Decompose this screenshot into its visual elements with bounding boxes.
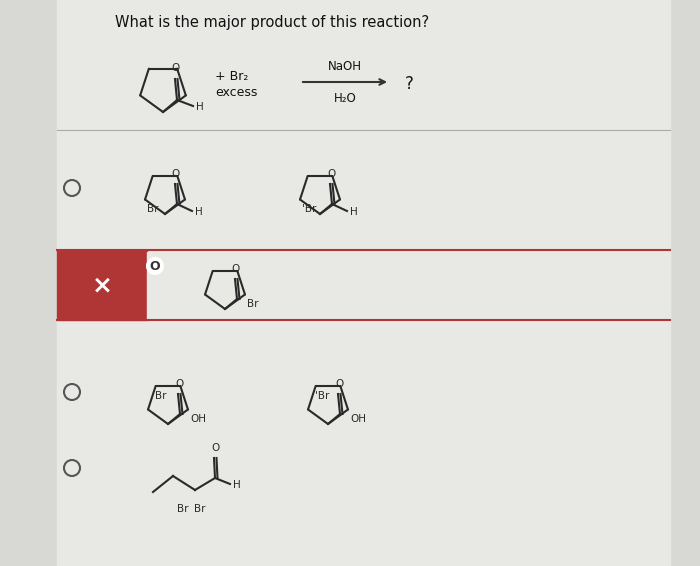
Text: 'Br: 'Br <box>315 391 329 401</box>
Circle shape <box>147 258 163 274</box>
Text: O: O <box>172 63 180 73</box>
Text: H: H <box>233 480 241 490</box>
Bar <box>147 251 670 319</box>
Text: Br: Br <box>155 391 166 401</box>
Text: O: O <box>175 379 183 389</box>
Text: O: O <box>172 169 180 179</box>
Text: O: O <box>232 264 240 274</box>
Text: Br: Br <box>177 504 189 514</box>
Text: Br: Br <box>247 299 258 309</box>
Text: ?: ? <box>405 75 414 93</box>
Text: O: O <box>150 259 160 272</box>
Text: Br: Br <box>147 204 158 215</box>
Text: OH: OH <box>190 414 206 424</box>
Text: H: H <box>195 207 203 217</box>
Bar <box>57 250 147 320</box>
Text: O: O <box>211 443 219 453</box>
Bar <box>57 0 670 566</box>
Text: O: O <box>335 379 343 389</box>
Text: H: H <box>196 102 204 112</box>
Text: H₂O: H₂O <box>334 92 356 105</box>
Text: OH: OH <box>350 414 366 424</box>
Text: O: O <box>327 169 335 179</box>
Text: H: H <box>350 207 358 217</box>
Text: + Br₂: + Br₂ <box>215 71 248 84</box>
Text: excess: excess <box>215 85 258 98</box>
Text: NaOH: NaOH <box>328 60 362 73</box>
Text: Br: Br <box>195 504 206 514</box>
Text: 'Br: 'Br <box>302 204 316 215</box>
Text: ×: × <box>92 273 113 297</box>
Text: What is the major product of this reaction?: What is the major product of this reacti… <box>115 15 429 30</box>
